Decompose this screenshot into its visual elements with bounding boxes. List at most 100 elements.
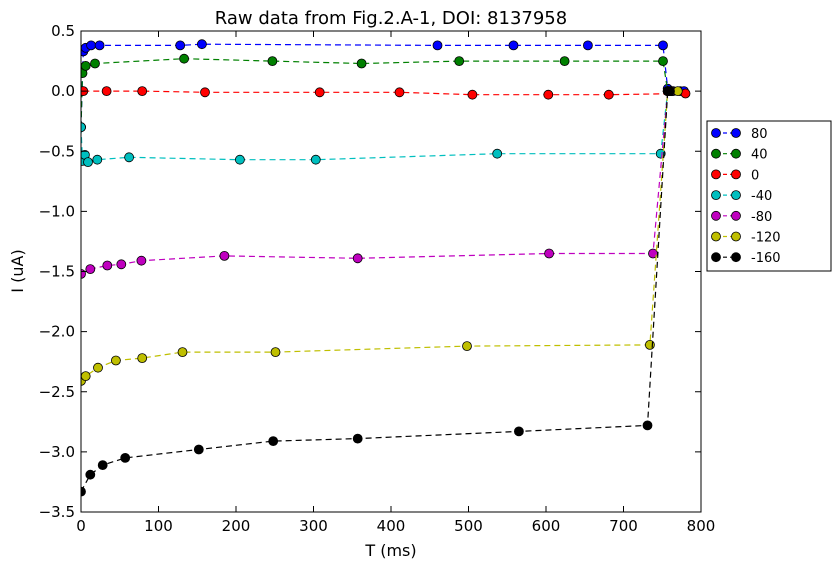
y-tick-label: 0.5	[51, 22, 75, 40]
data-point	[102, 260, 113, 271]
data-point	[270, 347, 281, 358]
legend: 80 40 0 -40 -80 -120 -160	[706, 120, 832, 272]
x-axis: 0 100 200 300 400 500 600 700 800	[76, 31, 715, 535]
data-point	[645, 339, 655, 350]
legend-marker	[711, 210, 721, 221]
data-point	[603, 89, 614, 100]
legend-marker	[711, 231, 721, 242]
legend-marker	[731, 128, 741, 138]
data-point	[559, 56, 570, 66]
y-tick-label: −1.0	[39, 202, 75, 220]
y-axis: 0.5 0.0 −0.5 −1.0 −1.5 −2.0 −2.5 −3.0 −3.5	[39, 22, 701, 521]
data-point	[81, 486, 86, 497]
data-point	[90, 58, 100, 69]
data-point	[658, 56, 668, 66]
legend-marker	[731, 252, 741, 263]
data-point	[81, 61, 91, 71]
data-point	[267, 56, 278, 66]
data-point	[111, 355, 121, 366]
data-point	[219, 250, 230, 261]
data-point	[81, 122, 86, 133]
legend-label: 0	[751, 168, 759, 183]
x-tick-label: 600	[532, 517, 561, 535]
legend-label: -80	[751, 210, 772, 225]
data-point	[120, 452, 131, 463]
data-point	[467, 89, 478, 100]
legend-marker	[711, 190, 721, 201]
data-point	[432, 40, 443, 51]
data-point	[356, 58, 367, 69]
legend-marker	[711, 148, 721, 159]
data-point	[642, 420, 653, 431]
data-point	[83, 157, 93, 168]
data-point	[92, 154, 103, 165]
data-point	[544, 248, 554, 259]
y-tick-label: 0.0	[51, 82, 75, 100]
data-point	[86, 40, 96, 51]
x-tick-label: 500	[454, 517, 483, 535]
data-point	[583, 40, 593, 51]
x-tick-label: 300	[299, 517, 328, 535]
legend-item: 0	[711, 168, 759, 183]
x-axis-label: T (ms)	[364, 541, 416, 560]
series-line	[83, 90, 686, 96]
y-tick-label: −3.5	[39, 503, 75, 521]
data-point	[543, 89, 554, 100]
legend-label: 80	[751, 127, 768, 142]
legend-label: 40	[751, 148, 768, 163]
axes-frame	[80, 30, 702, 513]
legend-item: -160	[711, 251, 781, 266]
data-point	[310, 154, 321, 165]
data-point	[81, 371, 91, 381]
data-point	[196, 39, 207, 50]
plot-area	[81, 39, 691, 497]
legend-marker	[711, 128, 721, 138]
legend-item: 80	[711, 127, 768, 142]
y-tick-label: −3.0	[39, 443, 75, 461]
data-point	[200, 87, 210, 98]
y-tick-label: −2.5	[39, 383, 75, 401]
data-point	[314, 87, 325, 98]
legend-label: -160	[751, 251, 781, 266]
data-point	[665, 86, 675, 96]
data-point	[658, 40, 668, 51]
data-point	[454, 56, 465, 66]
data-point	[137, 353, 148, 364]
series--80	[81, 86, 677, 279]
y-tick-label: −0.5	[39, 142, 75, 160]
data-point	[124, 152, 135, 163]
y-tick-label: −2.0	[39, 323, 75, 341]
data-point	[177, 347, 188, 358]
x-tick-label: 0	[76, 517, 86, 535]
data-point	[179, 53, 190, 64]
data-point	[352, 253, 363, 264]
data-point	[101, 86, 112, 96]
series-line	[81, 43, 684, 128]
series--40	[81, 86, 678, 168]
chart-title: Raw data from Fig.2.A-1, DOI: 8137958	[215, 8, 567, 29]
series-line	[81, 90, 678, 382]
x-tick-label: 400	[377, 517, 406, 535]
data-point	[85, 264, 96, 275]
legend-item: -40	[711, 189, 772, 204]
data-point	[85, 469, 96, 480]
legend-item: -80	[711, 210, 772, 225]
legend-box	[706, 120, 832, 272]
data-point	[492, 148, 503, 159]
data-point	[508, 40, 519, 51]
legend-label: -120	[751, 231, 781, 246]
series-line	[81, 90, 674, 163]
legend-marker	[731, 231, 741, 242]
data-point	[94, 40, 105, 51]
legend-item: -120	[711, 231, 781, 246]
series-40	[81, 53, 677, 133]
legend-item: 40	[711, 148, 768, 163]
legend-label: -40	[751, 189, 772, 204]
data-point	[93, 362, 103, 373]
x-tick-label: 100	[144, 517, 173, 535]
x-tick-label: 700	[609, 517, 638, 535]
data-point	[175, 40, 186, 51]
data-point	[268, 436, 279, 447]
series--160	[81, 86, 675, 497]
